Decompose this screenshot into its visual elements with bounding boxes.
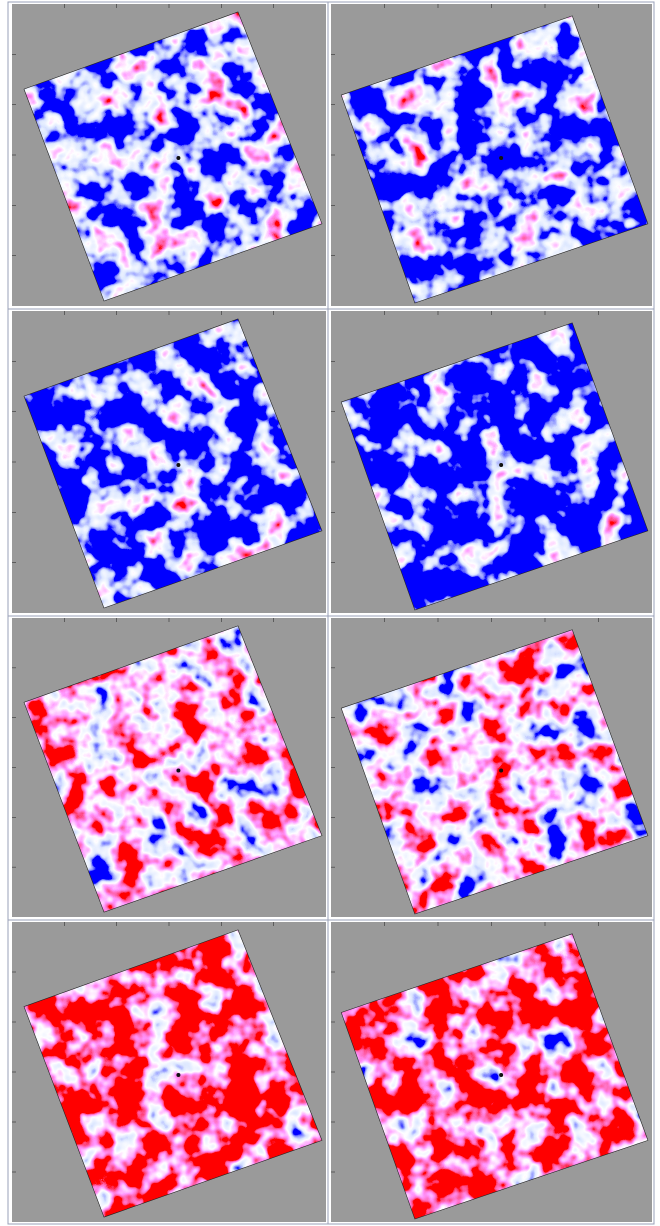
center-marker: [499, 768, 503, 772]
map-panel: [12, 618, 326, 917]
map-panel: [12, 311, 326, 613]
center-marker: [499, 463, 503, 467]
center-marker: [499, 156, 503, 160]
map-panel: [331, 618, 652, 917]
map-panel: [331, 311, 652, 613]
center-marker: [176, 1073, 180, 1077]
map-panel: [12, 4, 326, 306]
center-marker: [176, 768, 180, 772]
map-panel: [12, 922, 326, 1222]
center-marker: [499, 1073, 503, 1077]
map-panel: [331, 922, 652, 1222]
center-marker: [176, 463, 180, 467]
map-panel: [331, 4, 652, 306]
center-marker: [176, 156, 180, 160]
figure-grid: [0, 0, 660, 1226]
